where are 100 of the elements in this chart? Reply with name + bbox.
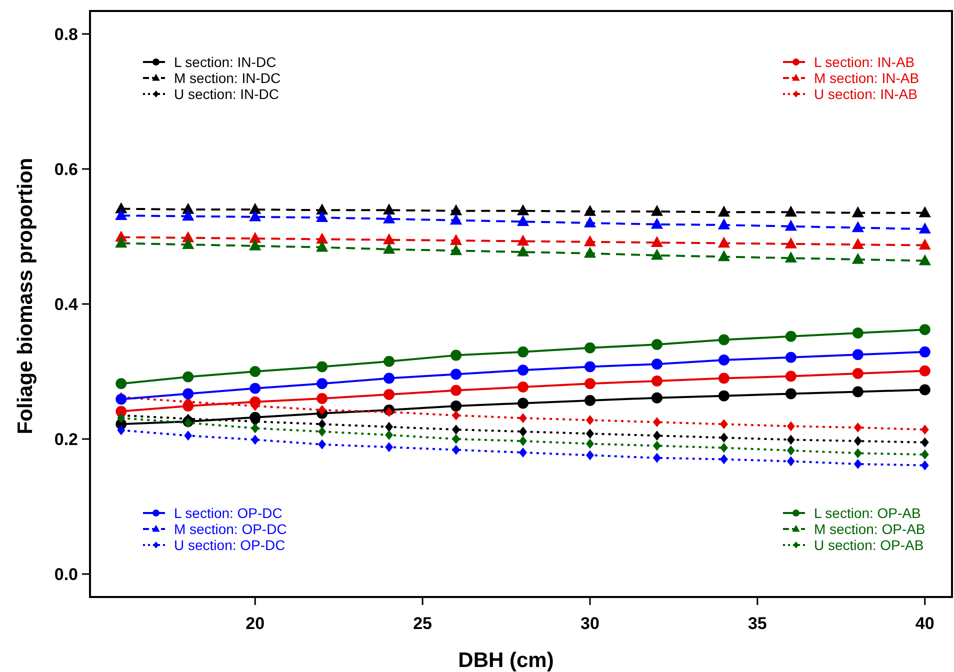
point bbox=[918, 206, 931, 218]
legend-label: U section: OP-AB bbox=[814, 537, 924, 553]
point bbox=[854, 422, 862, 433]
point bbox=[784, 206, 797, 217]
point bbox=[854, 436, 862, 446]
point bbox=[651, 375, 662, 386]
point bbox=[383, 204, 396, 215]
x-axis-title: DBH (cm) bbox=[458, 649, 554, 672]
point bbox=[852, 221, 864, 232]
x-tick-label: 40 bbox=[915, 614, 934, 633]
point bbox=[852, 238, 864, 249]
point bbox=[785, 330, 796, 342]
point bbox=[383, 242, 396, 254]
point bbox=[785, 388, 796, 400]
point bbox=[720, 432, 728, 443]
point bbox=[720, 454, 728, 464]
point bbox=[518, 346, 529, 358]
point bbox=[450, 368, 462, 380]
point bbox=[718, 334, 730, 346]
legend-label: M section: OP-DC bbox=[174, 521, 287, 537]
point bbox=[784, 251, 797, 262]
point bbox=[450, 234, 462, 245]
point bbox=[586, 428, 594, 439]
y-tick-label: 0.4 bbox=[54, 294, 79, 314]
point bbox=[316, 232, 328, 244]
point bbox=[584, 216, 596, 228]
point bbox=[385, 442, 394, 452]
point bbox=[852, 328, 864, 339]
point bbox=[919, 346, 930, 358]
point bbox=[586, 415, 594, 426]
point bbox=[720, 419, 728, 430]
point bbox=[918, 238, 931, 250]
point bbox=[852, 349, 864, 360]
point bbox=[650, 204, 664, 216]
point bbox=[786, 434, 795, 445]
point bbox=[182, 388, 194, 400]
point bbox=[584, 361, 596, 372]
y-tick-label: 0.6 bbox=[54, 160, 78, 179]
point bbox=[586, 450, 594, 460]
point bbox=[586, 438, 594, 449]
point bbox=[316, 393, 328, 404]
point bbox=[785, 370, 796, 382]
point bbox=[718, 372, 730, 384]
point bbox=[518, 382, 529, 393]
point bbox=[115, 236, 128, 248]
point bbox=[584, 246, 596, 258]
point bbox=[116, 394, 127, 405]
point bbox=[650, 236, 664, 247]
point bbox=[249, 239, 262, 250]
legend-label: L section: OP-AB bbox=[814, 505, 921, 521]
point bbox=[182, 238, 194, 249]
y-tick-label: 0.2 bbox=[54, 430, 78, 449]
point bbox=[251, 423, 260, 434]
point bbox=[918, 254, 931, 266]
point bbox=[852, 206, 864, 218]
point bbox=[652, 430, 661, 441]
point bbox=[584, 204, 596, 216]
point bbox=[584, 395, 596, 406]
point bbox=[115, 208, 128, 220]
point bbox=[452, 444, 460, 455]
point bbox=[652, 440, 661, 451]
x-tick-label: 25 bbox=[413, 614, 432, 633]
point bbox=[718, 390, 730, 402]
point bbox=[250, 366, 261, 378]
point bbox=[250, 382, 261, 394]
point bbox=[720, 442, 728, 453]
legend-label: U section: IN-AB bbox=[814, 86, 918, 102]
point bbox=[584, 378, 596, 390]
point bbox=[784, 220, 797, 231]
point bbox=[854, 459, 862, 469]
point bbox=[316, 240, 328, 252]
point bbox=[516, 234, 530, 246]
point bbox=[450, 384, 462, 396]
point bbox=[652, 452, 661, 463]
x-tick-label: 35 bbox=[748, 614, 767, 633]
point bbox=[852, 368, 864, 380]
point bbox=[519, 413, 528, 424]
point bbox=[852, 386, 864, 398]
point bbox=[116, 378, 127, 390]
legend-label: L section: OP-DC bbox=[174, 505, 282, 521]
point bbox=[919, 365, 930, 376]
point bbox=[786, 456, 795, 466]
point bbox=[584, 342, 596, 354]
point bbox=[318, 404, 326, 415]
point bbox=[383, 212, 396, 224]
point bbox=[584, 235, 596, 246]
point bbox=[651, 392, 662, 404]
point bbox=[518, 398, 529, 409]
point bbox=[919, 384, 930, 396]
point bbox=[786, 446, 795, 456]
point bbox=[920, 460, 929, 470]
point bbox=[650, 218, 664, 229]
point bbox=[920, 424, 929, 435]
point bbox=[384, 372, 395, 384]
point bbox=[852, 252, 864, 264]
point bbox=[450, 204, 462, 216]
point bbox=[650, 248, 664, 260]
point bbox=[718, 218, 730, 230]
point bbox=[251, 434, 260, 445]
legend-label: M section: IN-AB bbox=[814, 70, 920, 86]
